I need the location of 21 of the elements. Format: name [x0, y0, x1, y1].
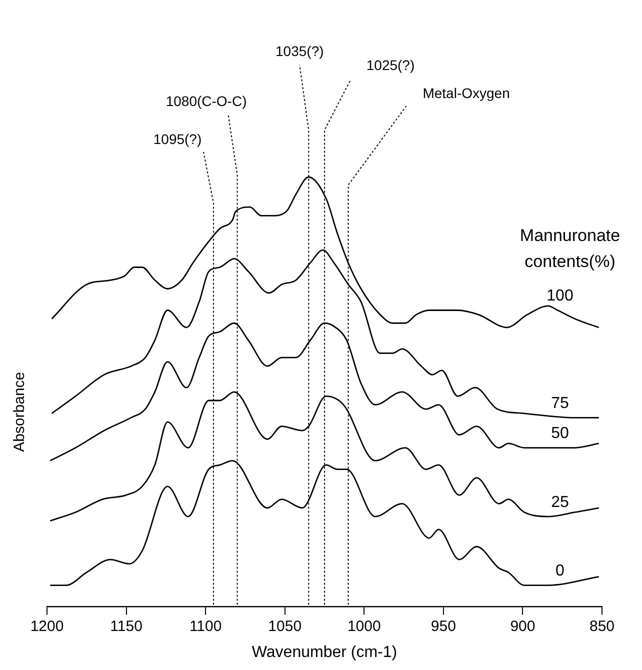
x-tick-label: 1000 — [347, 618, 381, 635]
series-label: 0 — [556, 562, 565, 580]
series-label: 75 — [551, 395, 569, 412]
ref-line-label: 1080(C-O-C) — [166, 92, 247, 109]
x-tick-label: 900 — [510, 618, 536, 635]
x-tick-label: 850 — [589, 618, 615, 635]
series-label: 25 — [551, 494, 569, 511]
x-tick-label: 1050 — [268, 618, 302, 635]
legend-title: Mannuronate contents(%) — [520, 226, 620, 271]
x-tick-label: 1100 — [189, 618, 222, 635]
ref-line-label: 1035(?) — [276, 42, 324, 59]
series-label: 100 — [546, 288, 574, 305]
y-axis-title: Absorbance — [11, 372, 28, 452]
series-label: 50 — [551, 425, 569, 442]
x-tick-label: 1150 — [110, 618, 142, 635]
ref-line-label: Metal-Oxygen — [422, 84, 510, 101]
x-tick-label: 1200 — [30, 618, 64, 635]
x-axis-title: Wavenumber (cm-1) — [252, 644, 398, 661]
ref-line-label: 1095(?) — [153, 130, 202, 147]
x-tick-label: 950 — [430, 618, 456, 635]
ref-line-label: 1025(?) — [366, 56, 415, 73]
